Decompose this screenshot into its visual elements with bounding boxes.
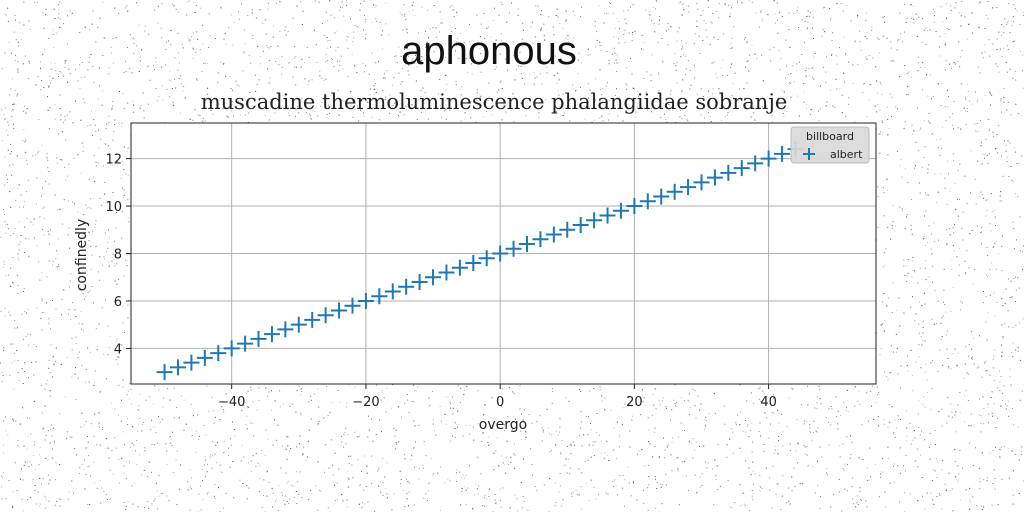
x-tick-label: −20 (352, 395, 379, 410)
data-point (720, 164, 737, 181)
data-point (572, 217, 589, 234)
data-point (478, 250, 495, 267)
data-point (532, 231, 549, 248)
data-point (156, 364, 173, 381)
data-point (317, 307, 334, 324)
data-point (357, 292, 374, 309)
data-point (747, 155, 764, 172)
data-point (653, 188, 670, 205)
legend-marker (803, 148, 815, 160)
data-point (492, 245, 509, 262)
data-point (626, 198, 643, 215)
data-point (666, 183, 683, 200)
data-point (518, 236, 535, 253)
y-tick-label: 8 (114, 248, 122, 263)
data-point (344, 297, 361, 314)
data-point (196, 349, 213, 366)
data-point (559, 221, 576, 238)
data-point (277, 321, 294, 338)
data-point (774, 145, 791, 162)
x-tick-label: 20 (626, 395, 643, 410)
data-point (586, 212, 603, 229)
data-point (760, 150, 777, 167)
data-point (290, 316, 307, 333)
y-tick-label: 10 (105, 200, 122, 215)
data-point (250, 330, 267, 347)
legend: billboard albert (790, 126, 870, 164)
x-axis-label: overgo (479, 417, 527, 433)
data-point (223, 340, 240, 357)
data-point (384, 283, 401, 300)
plot-area: −40 −20 0 20 40 4 6 8 10 12 (105, 122, 877, 410)
data-point (331, 302, 348, 319)
y-tick-label: 4 (114, 342, 122, 357)
data-point (706, 169, 723, 186)
data-point (693, 174, 710, 191)
x-tick-label: −40 (218, 395, 245, 410)
data-point (545, 226, 562, 243)
data-point (398, 278, 415, 295)
y-axis-ticks: 4 6 8 10 12 (105, 153, 131, 357)
data-point (612, 202, 629, 219)
data-point (733, 160, 750, 177)
y-axis-label: confinedly (74, 219, 90, 292)
data-point (505, 240, 522, 257)
x-axis-ticks: −40 −20 0 20 40 (218, 384, 777, 410)
y-tick-label: 12 (105, 153, 122, 168)
data-point (411, 273, 428, 290)
y-tick-label: 6 (114, 295, 122, 310)
x-tick-label: 0 (496, 395, 504, 410)
data-point (451, 259, 468, 276)
chart-title: muscadine thermoluminescence phalangiida… (201, 90, 788, 114)
data-point (169, 359, 186, 376)
data-point (425, 269, 442, 286)
figure-title: aphonous (401, 29, 577, 73)
x-tick-label: 40 (760, 395, 777, 410)
legend-title: billboard (806, 130, 854, 143)
data-point (304, 311, 321, 328)
data-point (263, 326, 280, 343)
data-point (680, 179, 697, 196)
data-point (183, 354, 200, 371)
legend-entry-albert: albert (830, 148, 863, 161)
data-point (237, 335, 254, 352)
data-point (371, 288, 388, 305)
data-point (639, 193, 656, 210)
data-point (599, 207, 616, 224)
data-point (465, 254, 482, 271)
data-point (438, 264, 455, 281)
data-point (210, 345, 227, 362)
